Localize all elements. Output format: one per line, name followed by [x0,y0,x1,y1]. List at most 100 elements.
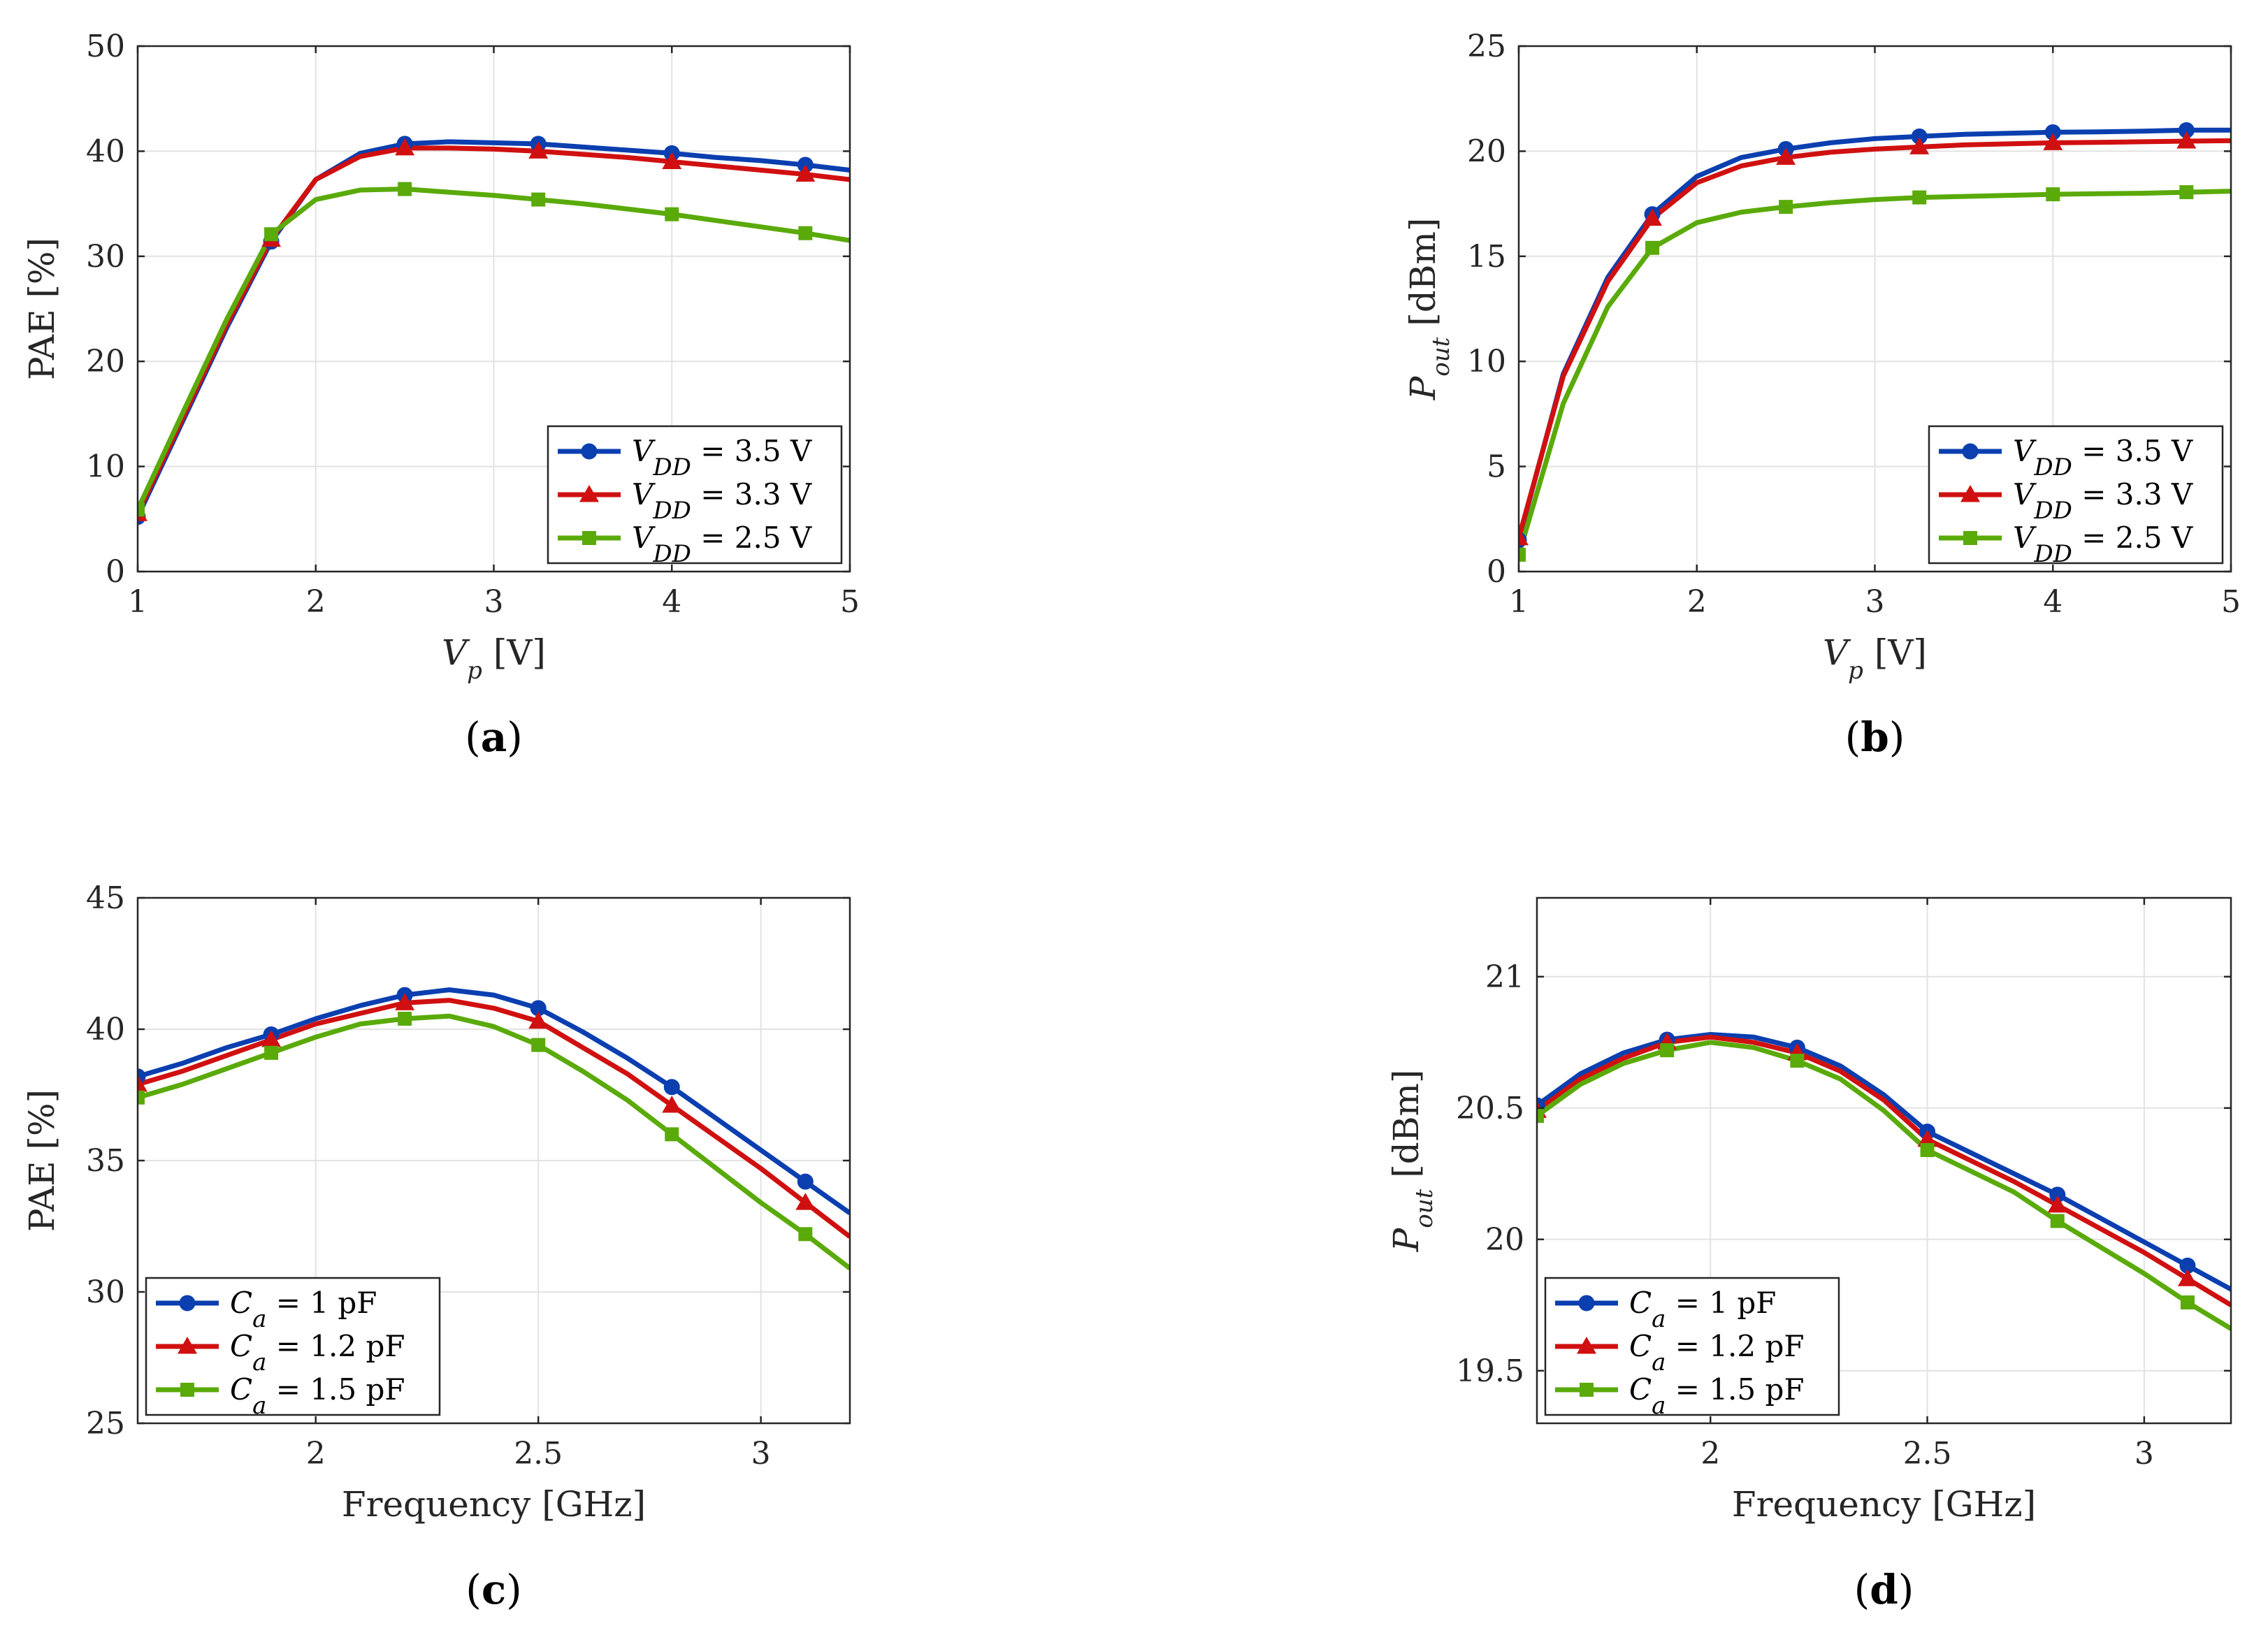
data-point-marker [2179,185,2194,200]
y-tick-label: 45 [86,880,125,916]
panel-caption: (d) [1854,1566,1914,1613]
x-tick-label: 5 [840,584,860,620]
data-point-marker [1790,1054,1805,1068]
y-tick-label: 40 [86,1012,125,1047]
data-point-marker [1519,547,1526,562]
y-axis-label: Pout [dBm] [1386,1070,1438,1253]
data-point-marker [531,192,546,207]
y-tick-label: 20 [1485,1222,1524,1258]
y-axis-label: PAE [%] [22,238,62,380]
legend-label-2: VDD = 3.3 V [632,477,812,525]
x-tick-label: 1 [1509,584,1529,620]
legend-marker [582,531,596,545]
y-tick-label: 25 [86,1406,125,1441]
x-axis-label: Vp [V] [442,632,546,685]
series-line-2 [138,998,850,1239]
data-point-marker [398,1011,412,1026]
series-group [138,987,850,1270]
panel-caption: (b) [1845,713,1905,761]
y-tick-label: 50 [86,29,125,64]
data-point-marker [2043,133,2063,150]
y-tick-label: 40 [86,133,125,169]
legend-marker [1580,1383,1594,1397]
data-point-marker [1912,190,1927,205]
x-tick-label: 1 [128,584,147,620]
data-point-marker [663,1079,680,1096]
series-line-1 [1537,1032,2231,1292]
series-line-3 [1537,1040,2231,1331]
y-tick-label: 19.5 [1456,1353,1524,1389]
y-tick-label: 10 [86,449,125,485]
y-tick-label: 25 [1467,29,1506,64]
legend-label-2: VDD = 3.3 V [2013,477,2193,525]
panel-caption: (a) [465,713,523,761]
data-point-marker [2177,1269,2197,1286]
series-group [138,136,850,525]
series-line-3 [1519,189,2231,555]
legend-label-3: Ca = 1.5 pF [230,1372,405,1420]
data-point-marker [1537,1109,1544,1124]
x-tick-label: 2.5 [1903,1436,1952,1472]
data-point-marker [2176,131,2197,149]
data-point-marker [1776,147,1796,165]
legend-marker [180,1383,194,1397]
data-point-marker [528,1011,549,1029]
y-tick-label: 5 [1487,449,1506,485]
y-tick-label: 35 [86,1143,125,1179]
data-point-marker [795,164,816,182]
data-point-marker [798,226,813,240]
legend-label-1: Ca = 1 pF [1629,1286,1776,1333]
legend-marker [581,443,598,460]
x-tick-label: 2.5 [514,1436,563,1472]
y-axis-label: PAE [%] [22,1089,62,1232]
y-tick-label: 30 [86,239,125,275]
chart-b: 1 2 3 4 5 0 5 10 15 20 25 Vp [V] Pout [dBm] VDD = 3.5… [1403,29,2241,761]
legend-label-3: VDD = 2.5 V [632,521,812,568]
y-tick-label: 10 [1467,344,1506,379]
data-point-marker [1909,137,1930,154]
legend-label-3: Ca = 1.5 pF [1629,1372,1805,1420]
data-point-marker [1645,240,1660,255]
data-point-marker [528,141,549,159]
legend-marker [1963,531,1977,545]
y-axis-label: Pout [dBm] [1403,218,1455,401]
data-point-marker [138,1090,145,1105]
legend-label-1: Ca = 1 pF [230,1286,377,1333]
data-point-marker [1779,200,1793,215]
x-tick-label: 3 [2135,1436,2154,1472]
series-line-3 [138,187,850,511]
y-tick-label: 20 [86,344,125,379]
legend-marker [1962,443,1979,460]
x-axis-label: Frequency [GHz] [342,1484,646,1525]
data-point-marker [1660,1043,1675,1058]
y-tick-label: 30 [86,1274,125,1310]
data-point-marker [1642,208,1663,226]
y-tick-label: 20.5 [1456,1091,1524,1126]
data-point-marker [264,227,279,242]
series-line-2 [1519,138,2231,539]
x-tick-label: 4 [2043,584,2063,620]
legend-marker [1960,485,1980,502]
x-tick-label: 2 [306,584,326,620]
legend-label-2: Ca = 1.2 pF [230,1329,405,1376]
y-tick-label: 20 [1467,133,1506,169]
axes-box [1536,896,2232,1425]
data-point-marker [1917,1129,1937,1147]
data-point-marker [795,1193,816,1210]
series-group [1519,122,2231,562]
y-tick-label: 0 [1487,554,1506,590]
legend-label-3: VDD = 2.5 V [2013,521,2193,568]
x-tick-label: 3 [484,584,504,620]
series-line-3 [138,1013,850,1270]
data-point-marker [2180,1295,2195,1310]
data-point-marker [1519,528,1529,546]
data-point-marker [395,138,415,156]
x-tick-label: 5 [2221,584,2241,620]
data-point-marker [2046,187,2060,202]
data-point-marker [662,152,682,169]
data-point-marker [261,1030,282,1047]
